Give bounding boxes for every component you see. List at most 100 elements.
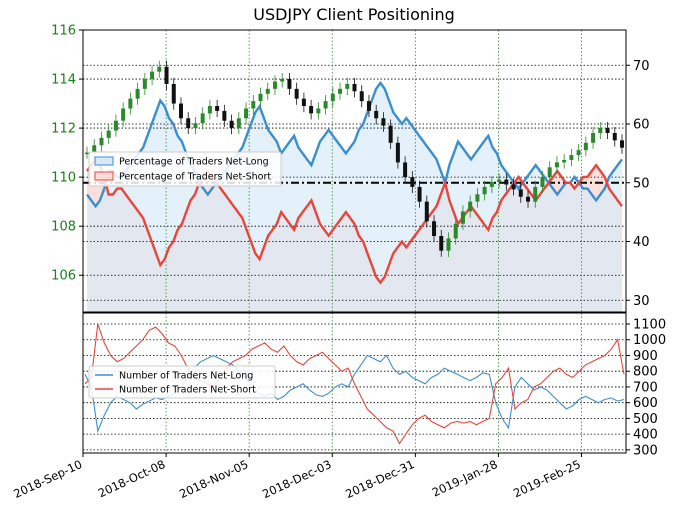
price-tick-label: 108 xyxy=(51,220,76,235)
price-candle xyxy=(309,106,314,114)
price-candle xyxy=(366,101,371,111)
price-candle xyxy=(171,83,176,104)
price-candle xyxy=(280,79,285,82)
price-candle xyxy=(591,132,596,143)
price-candle xyxy=(287,79,292,89)
percent-tick-label: 30 xyxy=(633,294,650,309)
price-candle xyxy=(265,88,270,94)
count-tick-label: 400 xyxy=(633,428,658,443)
price-candle xyxy=(142,79,147,89)
price-candle xyxy=(620,140,624,148)
date-tick-label: 2018-Dec-03 xyxy=(260,457,333,501)
price-candle xyxy=(92,145,97,153)
price-candle xyxy=(316,108,321,114)
price-candle xyxy=(359,91,364,102)
price-candle xyxy=(215,106,220,111)
price-candle xyxy=(554,162,559,168)
price-candle xyxy=(207,106,212,114)
price-candle xyxy=(533,186,538,202)
price-candle xyxy=(99,137,104,146)
price-axis: 106 108 110 112 114 116 xyxy=(51,24,83,284)
percent-axis: 30 40 50 60 70 xyxy=(626,59,650,309)
percent-tick-label: 70 xyxy=(633,59,650,74)
price-candle xyxy=(562,159,567,163)
price-candle xyxy=(301,98,306,107)
top-panel-fills xyxy=(87,82,622,312)
top-panel-frame xyxy=(82,29,627,313)
price-candle xyxy=(598,128,603,133)
count-tick-label: 300 xyxy=(633,443,658,458)
date-tick-label: 2018-Oct-08 xyxy=(96,457,168,500)
net-long-line xyxy=(86,80,623,209)
price-candle xyxy=(164,66,169,84)
price-candle xyxy=(446,238,451,251)
price-candle xyxy=(468,201,473,212)
bottom-panel-frame xyxy=(82,312,627,454)
price-candle xyxy=(482,186,487,195)
date-tick-label: 2019-Feb-25 xyxy=(511,457,583,500)
price-candle xyxy=(374,110,379,119)
net-short-count-line xyxy=(84,323,625,445)
count-tick-label: 900 xyxy=(633,349,658,364)
price-candle xyxy=(460,211,465,224)
price-candle xyxy=(605,128,610,133)
price-candle xyxy=(417,186,422,202)
price-candle xyxy=(345,83,350,89)
price-candle xyxy=(489,182,494,187)
price-candle xyxy=(526,196,531,202)
net-long-area xyxy=(87,82,622,312)
price-candle xyxy=(497,179,502,183)
price-candle xyxy=(540,177,545,187)
price-candle xyxy=(424,201,429,222)
date-tick-label: 2018-Sep-10 xyxy=(11,457,84,501)
net-long-swatch xyxy=(94,156,114,166)
price-candle xyxy=(186,118,191,129)
price-candle xyxy=(150,71,155,80)
price-candle xyxy=(244,108,249,119)
price-candle xyxy=(338,88,343,94)
price-candle xyxy=(330,93,335,102)
net-short-swatch xyxy=(94,171,114,181)
chart-title: USDJPY Client Positioning xyxy=(253,5,455,24)
count-tick-label: 500 xyxy=(633,412,658,427)
price-tick-label: 112 xyxy=(51,122,76,137)
legend-net-long-count-label: Number of Traders Net-Long xyxy=(119,371,253,382)
price-candle xyxy=(612,132,617,141)
price-candle xyxy=(294,88,299,99)
price-candle xyxy=(85,152,89,155)
count-tick-label: 700 xyxy=(633,380,658,395)
price-candle xyxy=(453,223,458,239)
price-candle xyxy=(128,98,133,109)
price-candle xyxy=(518,189,523,197)
price-candle xyxy=(222,110,227,121)
price-tick-label: 110 xyxy=(51,171,76,186)
count-tick-label: 1000 xyxy=(633,333,666,348)
price-candle xyxy=(352,83,357,92)
percent-tick-label: 40 xyxy=(633,235,650,250)
price-tick-label: 106 xyxy=(51,269,76,284)
price-candle xyxy=(403,162,408,178)
percent-tick-label: 60 xyxy=(633,118,650,133)
price-candle xyxy=(178,103,183,119)
price-candle xyxy=(106,130,111,138)
price-candle xyxy=(229,120,234,129)
price-candle xyxy=(583,142,588,151)
percent-tick-label: 50 xyxy=(633,176,650,191)
price-candle xyxy=(475,194,480,202)
price-candle xyxy=(569,155,574,160)
legend-net-short-count-label: Number of Traders Net-Short xyxy=(119,385,256,396)
price-candle xyxy=(432,221,437,236)
legend-net-long-label: Percentage of Traders Net-Long xyxy=(119,157,269,168)
price-candle xyxy=(388,125,393,143)
price-candle xyxy=(251,101,256,109)
price-candle xyxy=(381,118,386,126)
bottom-legend-box xyxy=(88,365,276,399)
top-legend-box xyxy=(88,151,282,187)
price-candle xyxy=(135,88,140,99)
price-candle xyxy=(157,66,162,72)
date-axis: 2018-Sep-10 2018-Oct-08 2018-Nov-05 2018-De… xyxy=(11,453,583,501)
count-tick-label: 800 xyxy=(633,365,658,380)
price-candle xyxy=(236,118,241,129)
